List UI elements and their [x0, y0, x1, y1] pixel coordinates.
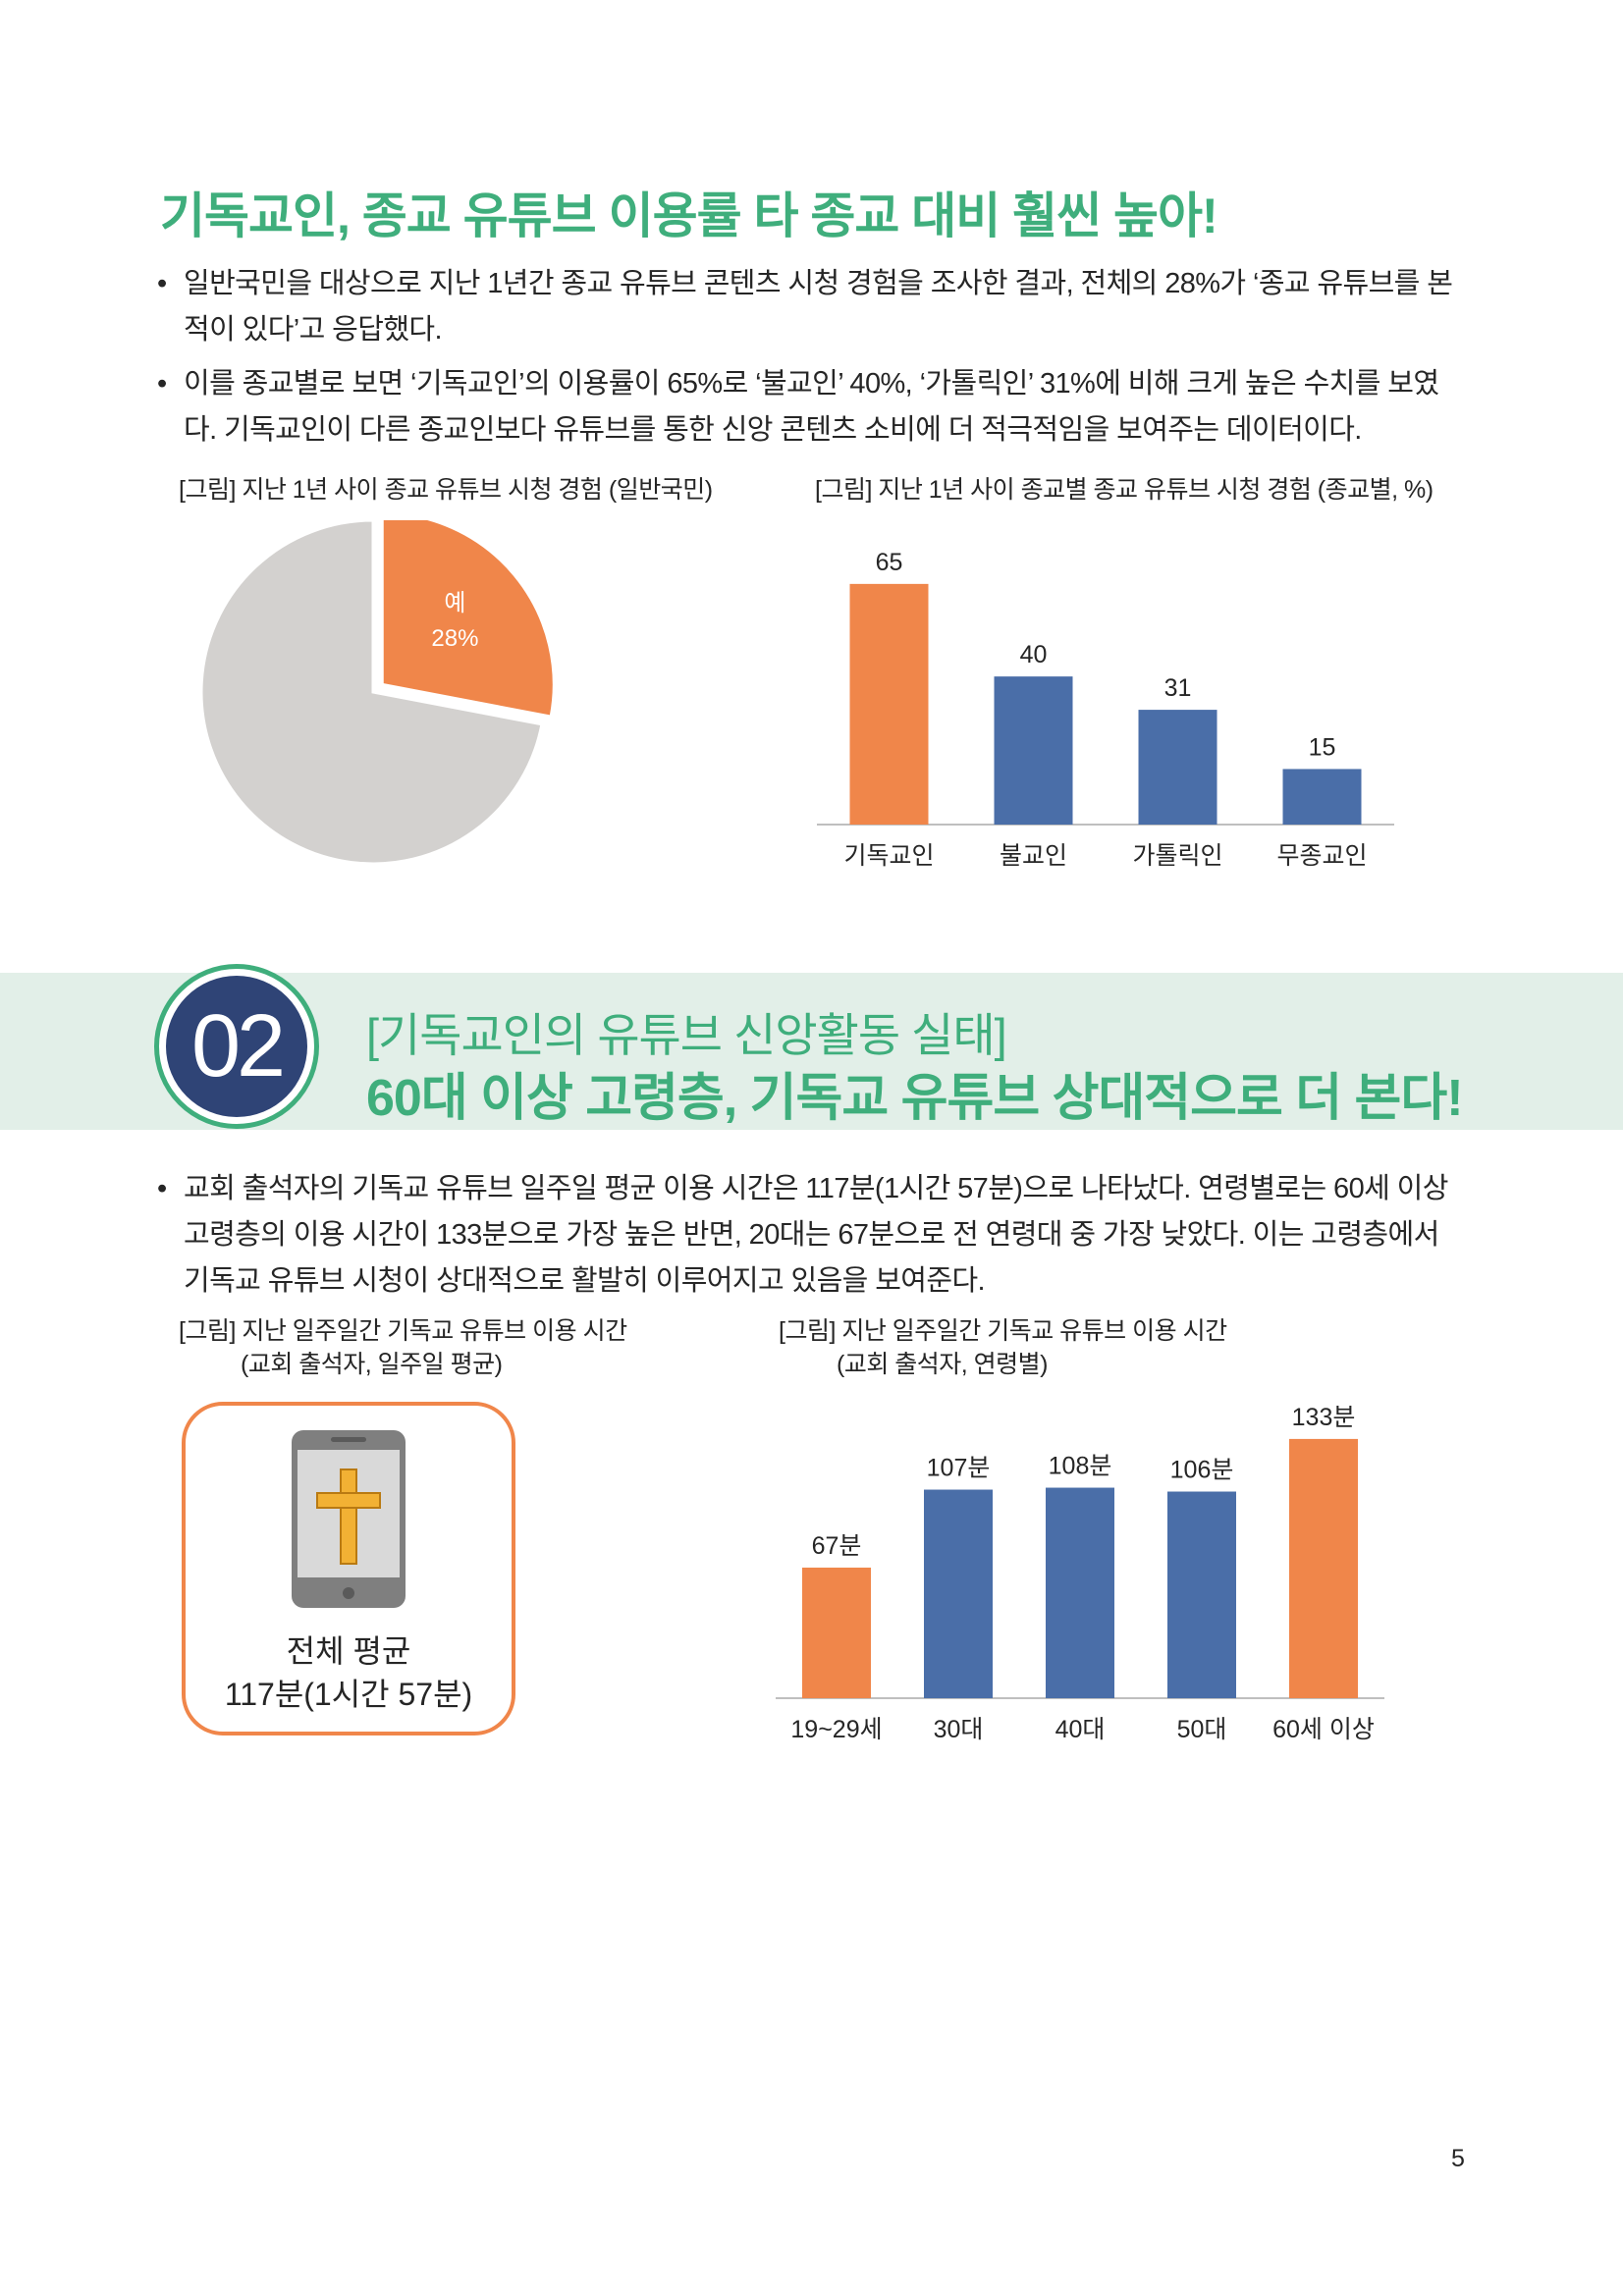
bar-value-label: 31	[1164, 674, 1192, 702]
bar-value-label: 108분	[1049, 1453, 1112, 1480]
x-tick-label: 19~29세	[790, 1716, 882, 1743]
bullet-marker: •	[157, 1173, 167, 1204]
x-tick-label: 기독교인	[843, 842, 934, 870]
bullet-line: 일반국민을 대상으로 지난 1년간 종교 유튜브 콘텐츠 시청 경험을 조사한 …	[184, 268, 1453, 299]
bullet-item: • 이를 종교별로 보면 ‘기독교인’의 이용률이 65%로 ‘불교인’ 40%…	[157, 361, 1473, 454]
pie-chart: 예 28%	[199, 520, 556, 866]
bullet-line: 적이 있다’고 응답했다.	[184, 314, 443, 346]
bar	[1282, 769, 1362, 825]
phone-cross-icon	[292, 1430, 406, 1608]
x-tick-label: 50대	[1177, 1716, 1227, 1743]
bar	[924, 1489, 993, 1698]
average-title: 전체 평균	[286, 1633, 411, 1669]
section-number-badge: 02	[154, 964, 319, 1129]
x-tick-label: 가톨릭인	[1132, 842, 1222, 870]
x-tick-label: 무종교인	[1276, 842, 1367, 870]
bar	[1289, 1438, 1358, 1698]
bar	[849, 583, 929, 825]
average-value: 117분(1시간 57분)	[224, 1677, 473, 1712]
pie-slice	[199, 520, 544, 866]
x-tick-label: 30대	[934, 1716, 984, 1743]
bar-value-label: 106분	[1170, 1457, 1234, 1484]
bullet-item: • 교회 출석자의 기독교 유튜브 일주일 평균 이용 시간은 117분(1시간…	[157, 1166, 1473, 1305]
average-label: 전체 평균 117분(1시간 57분)	[182, 1629, 515, 1716]
pie-slice-label: 예	[444, 590, 465, 616]
bullet-line: 교회 출석자의 기독교 유튜브 일주일 평균 이용 시간은 117분(1시간 5…	[184, 1173, 1448, 1204]
section2-bullets: • 교회 출석자의 기독교 유튜브 일주일 평균 이용 시간은 117분(1시간…	[157, 1166, 1473, 1312]
bullet-marker: •	[157, 368, 167, 400]
bar-value-label: 107분	[927, 1455, 991, 1482]
bar-value-label: 133분	[1292, 1404, 1356, 1431]
bar-value-label: 65	[876, 549, 903, 576]
bullet-line: 고령층의 이용 시간이 133분으로 가장 높은 반면, 20대는 67분으로 …	[184, 1219, 1439, 1251]
bullet-line: 다. 기독교인이 다른 종교인보다 유튜브를 통한 신앙 콘텐츠 소비에 더 적…	[184, 414, 1362, 446]
pie-slice-value-label: 28%	[431, 625, 478, 652]
religion-bar-chart: 65 기독교인 40 불교인 31 가톨릭인 15 무종교인	[817, 549, 1394, 870]
x-tick-label: 40대	[1055, 1716, 1106, 1743]
bar	[1167, 1491, 1236, 1698]
pie-slice	[380, 520, 556, 719]
bar	[994, 676, 1073, 825]
age-bar-chart-caption-sub: (교회 출석자, 연령별)	[837, 1351, 1049, 1378]
age-bar-chart: 67분 19~29세 107분 30대 108분 40대 106분 50대 133분 60세 이상	[776, 1404, 1384, 1743]
x-tick-label: 60세 이상	[1272, 1716, 1375, 1743]
section1-bullets: • 일반국민을 대상으로 지난 1년간 종교 유튜브 콘텐츠 시청 경험을 조사…	[157, 261, 1473, 461]
bar	[802, 1567, 871, 1698]
bar-value-label: 15	[1309, 733, 1336, 761]
bullet-item: • 일반국민을 대상으로 지난 1년간 종교 유튜브 콘텐츠 시청 경험을 조사…	[157, 261, 1473, 353]
section2-title: 60대 이상 고령층, 기독교 유튜브 상대적으로 더 본다!	[366, 1070, 1464, 1127]
section1-headline: 기독교인, 종교 유튜브 이용률 타 종교 대비 훨씬 높아!	[160, 188, 1218, 243]
bullet-marker: •	[157, 268, 167, 299]
average-card-caption-sub: (교회 출석자, 일주일 평균)	[241, 1351, 503, 1378]
page-number: 5	[1451, 2145, 1465, 2172]
bar	[1138, 710, 1217, 825]
average-card-caption: [그림] 지난 일주일간 기독교 유튜브 이용 시간	[179, 1317, 627, 1345]
bullet-line: 이를 종교별로 보면 ‘기독교인’의 이용률이 65%로 ‘불교인’ 40%, …	[184, 368, 1439, 400]
section-number: 02	[166, 976, 307, 1117]
x-tick-label: 불교인	[1000, 842, 1067, 870]
age-bar-chart-caption: [그림] 지난 일주일간 기독교 유튜브 이용 시간	[779, 1317, 1227, 1345]
pie-chart-caption: [그림] 지난 1년 사이 종교 유튜브 시청 경험 (일반국민)	[179, 476, 713, 504]
bar-value-label: 67분	[812, 1532, 862, 1560]
bar	[1046, 1487, 1114, 1698]
bullet-line: 기독교 유튜브 시청이 상대적으로 활발히 이루어지고 있음을 보여준다.	[184, 1265, 986, 1297]
religion-bar-chart-caption: [그림] 지난 1년 사이 종교별 종교 유튜브 시청 경험 (종교별, %)	[815, 476, 1434, 504]
section2-subtitle: [기독교인의 유튜브 신앙활동 실태]	[366, 1009, 1007, 1061]
bar-value-label: 40	[1020, 641, 1048, 668]
